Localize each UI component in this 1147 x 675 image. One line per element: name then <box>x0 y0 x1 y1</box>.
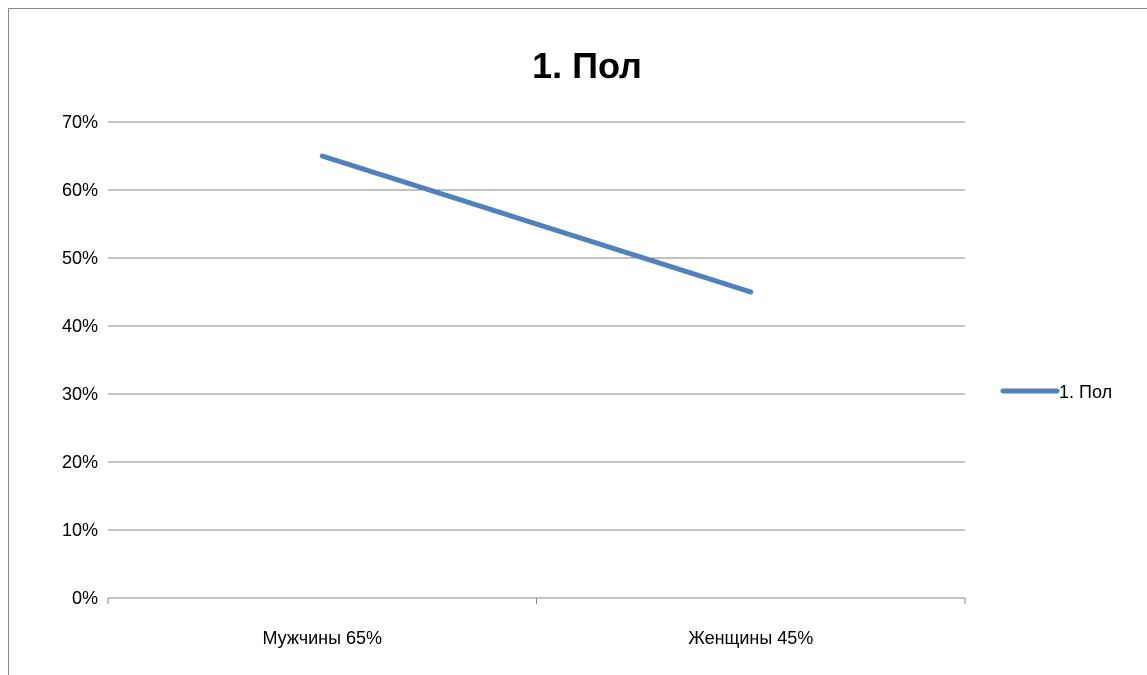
legend-label-series-1: 1. Пол <box>1059 382 1112 402</box>
series-line-1 <box>322 156 751 292</box>
y-tick-label: 70% <box>62 112 98 132</box>
y-tick-label: 60% <box>62 180 98 200</box>
x-tick-label: Женщины 45% <box>688 628 813 648</box>
y-axis-tick-labels: 0% 10% 20% 30% 40% 50% 60% 70% <box>62 112 98 608</box>
gridlines <box>108 122 965 530</box>
x-axis <box>108 598 965 604</box>
y-tick-label: 0% <box>72 588 98 608</box>
y-tick-label: 40% <box>62 316 98 336</box>
x-tick-label: Мужчины 65% <box>262 628 382 648</box>
y-tick-label: 30% <box>62 384 98 404</box>
chart-title: 1. Пол <box>532 45 642 86</box>
x-axis-tick-labels: Мужчины 65% Женщины 45% <box>262 628 813 648</box>
y-tick-label: 20% <box>62 452 98 472</box>
y-tick-label: 10% <box>62 520 98 540</box>
series-layer <box>322 156 751 292</box>
y-tick-label: 50% <box>62 248 98 268</box>
legend: 1. Пол <box>1003 382 1112 402</box>
